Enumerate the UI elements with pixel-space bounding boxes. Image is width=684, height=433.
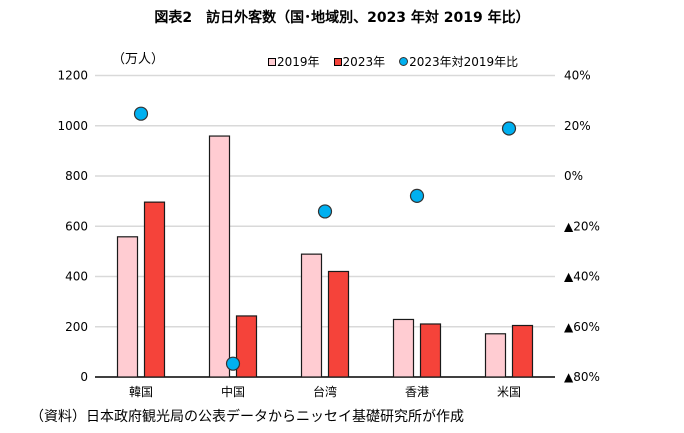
right-tick-label: ▲20% xyxy=(564,219,600,233)
legend-swatch-ratio-dot xyxy=(399,57,409,66)
right-tick-label: 20% xyxy=(564,119,591,133)
legend-item-2019: 2019年 xyxy=(268,53,320,70)
left-tick-label: 1000 xyxy=(57,119,88,133)
chart-legend: 2019年 2023年 2023年対2019年比 xyxy=(268,53,518,70)
category-label: 韓国 xyxy=(129,385,153,399)
legend-item-ratio: 2023年対2019年比 xyxy=(399,53,518,70)
legend-swatch-2019 xyxy=(268,57,276,66)
right-axis-ticks: ▲80% ▲60% ▲40% ▲20% 0% 20% 40% xyxy=(564,69,600,385)
chart-title: 図表2 訪日外客数（国･地域別、2023 年対 2019 年比） xyxy=(154,10,530,26)
bar-2019 xyxy=(208,135,231,378)
bar-2019 xyxy=(392,318,415,378)
source-note: （資料）日本政府観光局の公表データからニッセイ基礎研究所が作成 xyxy=(30,409,464,425)
category-label: 香港 xyxy=(405,385,429,399)
category-label: 米国 xyxy=(497,385,521,399)
y-axis-unit-label: （万人） xyxy=(112,52,165,67)
category-label: 中国 xyxy=(221,384,245,399)
bar-2023 xyxy=(327,270,350,378)
legend-swatch-2023 xyxy=(333,57,342,66)
chart-plot-area: 0 200 400 600 800 1000 1200 ▲80% ▲60% ▲40% ▲20% 0%… xyxy=(57,69,600,400)
left-tick-label: 1200 xyxy=(57,69,88,83)
right-tick-label: 0% xyxy=(564,169,583,183)
bar-series xyxy=(116,135,534,378)
left-tick-label: 600 xyxy=(65,219,88,233)
bar-2023 xyxy=(235,315,258,378)
ratio-dot xyxy=(133,106,149,121)
left-tick-label: 400 xyxy=(65,270,88,284)
ratio-dot xyxy=(501,121,517,136)
ratio-dot xyxy=(225,356,241,371)
category-labels: 韓国 中国 台湾 香港 米国 xyxy=(129,384,521,399)
right-tick-label: 40% xyxy=(564,69,591,83)
right-tick-label: ▲40% xyxy=(564,270,600,284)
left-tick-label: 0 xyxy=(80,370,88,384)
right-tick-label: ▲80% xyxy=(564,370,600,384)
legend-label-2023: 2023年 xyxy=(342,55,386,69)
bar-2019 xyxy=(484,333,507,378)
left-tick-label: 800 xyxy=(65,169,88,183)
ratio-dot xyxy=(317,204,333,219)
left-tick-label: 200 xyxy=(65,320,88,334)
legend-label-ratio: 2023年対2019年比 xyxy=(409,55,519,69)
legend-item-2023: 2023年 xyxy=(333,53,386,70)
bar-2023 xyxy=(511,324,534,378)
category-label: 台湾 xyxy=(313,384,337,399)
left-axis-ticks: 0 200 400 600 800 1000 1200 xyxy=(57,69,88,385)
bar-2023 xyxy=(143,201,166,378)
ratio-dot-series xyxy=(133,106,517,371)
gridlines xyxy=(95,74,555,378)
bar-2019 xyxy=(116,236,139,378)
right-tick-label: ▲60% xyxy=(564,320,600,334)
ratio-dot xyxy=(409,188,425,203)
legend-label-2019: 2019年 xyxy=(277,55,320,69)
bar-2019 xyxy=(300,253,323,378)
bar-2023 xyxy=(419,323,442,378)
